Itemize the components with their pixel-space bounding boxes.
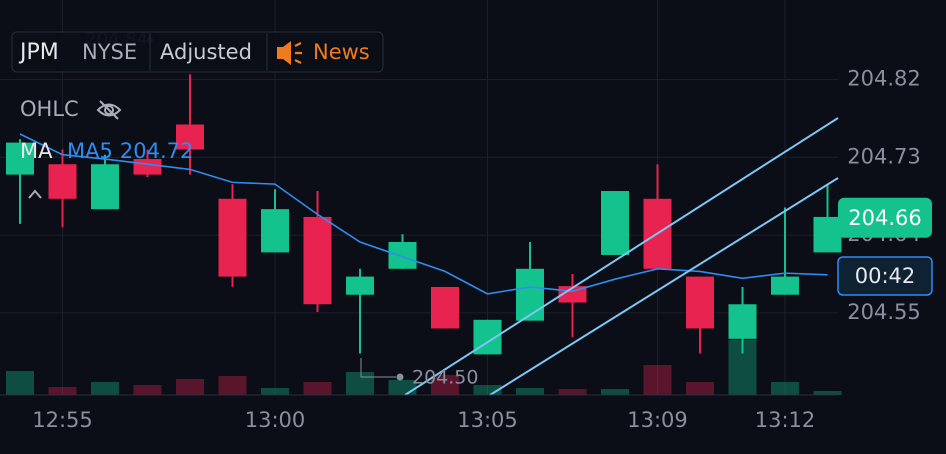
candle-body [261, 209, 289, 253]
volume-bar [686, 382, 714, 395]
ma-name: MA5 [67, 139, 113, 163]
candles [6, 74, 842, 355]
collapse-caret[interactable] [28, 189, 42, 199]
low-marker-dot [396, 373, 404, 381]
adjustment[interactable]: Adjusted [160, 40, 252, 64]
low-marker-line [360, 358, 396, 378]
candle-body [686, 276, 714, 329]
candle-body [91, 164, 119, 210]
candle-body [771, 276, 799, 295]
volume-bar [346, 372, 374, 395]
symbol[interactable]: JPM [18, 40, 59, 65]
ma-value: 204.72 [120, 139, 193, 163]
volume-bar [558, 389, 587, 395]
countdown-box [837, 256, 933, 296]
candle-body [346, 276, 374, 295]
candle-body [388, 242, 417, 269]
ohlc-label[interactable]: OHLC [20, 97, 79, 121]
speaker [277, 41, 291, 65]
x-tick-label: 12:55 [32, 408, 93, 432]
x-tick-label: 13:12 [755, 408, 816, 432]
eye-off-icon[interactable] [96, 100, 122, 120]
candle-body [601, 191, 629, 255]
ma-label[interactable]: MA [20, 139, 53, 163]
volume-bar [771, 382, 799, 395]
volume-bar [601, 389, 629, 395]
volume-bar [303, 382, 332, 395]
candle-body [218, 198, 247, 277]
speaker-waves [294, 42, 302, 64]
volume-bar [261, 388, 289, 395]
volume-bar [643, 365, 672, 395]
volume-bar [218, 376, 247, 395]
ma-layer [19, 133, 828, 295]
y-tick-label: 204.73 [847, 144, 920, 168]
candle-body [303, 216, 332, 305]
low-marker: 204.50 [412, 367, 478, 389]
countdown: 00:42 [855, 264, 916, 288]
candle-body [431, 286, 459, 329]
slash [99, 100, 119, 120]
exchange[interactable]: NYSE [82, 40, 137, 64]
volume-bar [133, 385, 162, 395]
pupil [104, 105, 114, 115]
candle-body [176, 124, 204, 150]
candle-body [48, 164, 77, 199]
news-icon[interactable] [277, 41, 302, 65]
volume-bar [48, 387, 77, 395]
labels: 204.66 00:42 [837, 197, 933, 296]
volume-bar [91, 382, 119, 395]
volume-bar [813, 391, 842, 395]
x-tick-label: 13:09 [627, 408, 688, 432]
volume-bar [516, 388, 544, 395]
trend-line [489, 177, 839, 396]
candle-body [516, 268, 544, 321]
trend-line [404, 117, 839, 396]
volume-bar [431, 375, 459, 395]
volume-bar [176, 379, 204, 395]
x-tick-label: 13:00 [245, 408, 306, 432]
news[interactable]: News [313, 40, 370, 64]
axes: 204.55204.64204.73204.8212:5513:0013:051… [0, 67, 921, 432]
ma-line [19, 133, 828, 295]
candle-body [728, 304, 757, 339]
volume-bar [473, 385, 502, 395]
y-tick-label: 204.82 [847, 67, 920, 91]
volume-bar [6, 371, 34, 395]
candle-body [813, 216, 842, 253]
last-price-box [838, 197, 932, 238]
candle-body [6, 142, 34, 175]
last-price: 204.66 [848, 206, 921, 230]
x-tick-label: 13:05 [457, 408, 518, 432]
y-tick-label: 204.55 [847, 300, 920, 324]
